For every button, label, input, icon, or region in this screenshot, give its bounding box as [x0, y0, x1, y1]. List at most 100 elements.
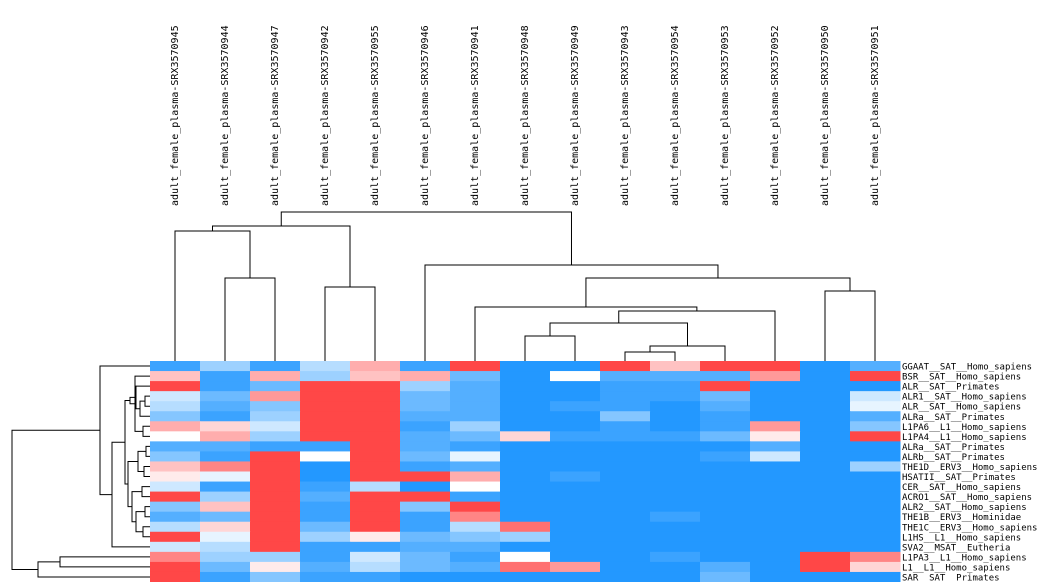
heatmap-cell [600, 561, 651, 573]
heatmap-cell [600, 441, 651, 452]
heatmap-cell [150, 511, 201, 523]
heatmap-cell [850, 491, 901, 503]
heatmap-cell [200, 391, 251, 402]
column-dendrogram-link [649, 345, 726, 361]
row-label: SAR__SAT__Primates [902, 573, 1000, 582]
heatmap-cell [500, 561, 551, 573]
row-label: THE1B__ERV3__Hominidae [902, 513, 1021, 523]
heatmap-cell [400, 481, 451, 493]
heatmap-cell [550, 501, 601, 513]
heatmap-cell [250, 401, 301, 412]
heatmap-cell [650, 531, 701, 543]
heatmap-cell [650, 441, 701, 452]
heatmap-cell [850, 451, 901, 462]
heatmap-cell [300, 391, 351, 402]
heatmap-cells [150, 361, 901, 582]
heatmap-cell [450, 531, 501, 543]
row-dendrogram-link [143, 465, 150, 478]
heatmap-cell [750, 491, 801, 503]
heatmap-cell [200, 561, 251, 573]
heatmap-cell [850, 441, 901, 452]
heatmap-cell [550, 491, 601, 503]
heatmap-cell [800, 561, 851, 573]
heatmap-cell [600, 471, 651, 483]
heatmap-cell [450, 441, 501, 452]
heatmap-cell [450, 471, 501, 483]
heatmap-cell [350, 411, 401, 422]
heatmap-cell [750, 551, 801, 563]
row-label: L1HS__L1__Homo_sapiens [902, 533, 1021, 543]
row-dendrogram-link [11, 429, 100, 570]
heatmap-cell [450, 431, 501, 442]
heatmap-cell [800, 381, 851, 392]
heatmap-cell [600, 541, 651, 553]
heatmap-cell [350, 521, 401, 533]
heatmap-cell [700, 471, 751, 483]
heatmap-cell [650, 491, 701, 503]
heatmap-cell [800, 401, 851, 412]
heatmap-cell [150, 451, 201, 462]
heatmap-cell [400, 401, 451, 412]
heatmap-cell [750, 421, 801, 432]
heatmap-cell [250, 411, 301, 422]
heatmap-cell [200, 501, 251, 513]
heatmap-cell [500, 381, 551, 392]
heatmap-cell [550, 471, 601, 483]
heatmap-cell [600, 511, 651, 523]
heatmap-cell [150, 521, 201, 533]
heatmap-cell [850, 511, 901, 523]
heatmap-cell [200, 571, 251, 582]
heatmap-cell [550, 461, 601, 472]
heatmap-cell [450, 511, 501, 523]
heatmap-cell [500, 411, 551, 422]
heatmap-cell [600, 521, 651, 533]
row-dendrogram-link [144, 395, 150, 407]
heatmap-cell [850, 471, 901, 483]
heatmap-cell [250, 571, 301, 582]
heatmap-cell [500, 541, 551, 553]
heatmap-cell [150, 491, 201, 503]
heatmap-cell [450, 391, 501, 402]
heatmap-cell [750, 571, 801, 582]
row-dendrogram-link [127, 460, 138, 508]
column-label: adult_female_plasma-SRX3570950 [820, 25, 831, 206]
heatmap-cell [700, 421, 751, 432]
heatmap-cell [700, 571, 751, 582]
heatmap-cell [700, 541, 751, 553]
heatmap-cell [350, 471, 401, 483]
row-dendrogram-link [145, 445, 150, 457]
heatmap-cell [250, 491, 301, 503]
heatmap-cell [650, 561, 701, 573]
heatmap-cell [350, 361, 401, 372]
heatmap-cell [250, 531, 301, 543]
heatmap-cell [600, 381, 651, 392]
heatmap-cell [750, 451, 801, 462]
row-dendrogram-link [141, 486, 150, 498]
row-dendrogram-link [142, 425, 150, 437]
heatmap-cell [300, 541, 351, 553]
heatmap-cell [450, 541, 501, 553]
heatmap-cell [200, 371, 251, 382]
heatmap-cell [650, 471, 701, 483]
heatmap-cell [350, 371, 401, 382]
heatmap-cell [850, 561, 901, 573]
row-dendrogram-link [142, 526, 150, 538]
heatmap-cell [300, 461, 351, 472]
heatmap-cell [550, 451, 601, 462]
heatmap-cell [800, 501, 851, 513]
column-label: adult_female_plasma-SRX3570943 [620, 25, 631, 206]
column-dendrogram-link [324, 286, 376, 361]
heatmap-cell [250, 431, 301, 442]
row-label: L1__L1__Homo_sapiens [902, 563, 1010, 573]
heatmap-cell [650, 501, 701, 513]
column-dendrogram-link [424, 264, 719, 361]
heatmap-cell [400, 531, 451, 543]
row-label: ACRO1__SAT__Homo_sapiens [902, 493, 1032, 503]
row-label: GGAAT__SAT__Homo_sapiens [902, 363, 1032, 373]
heatmap-cell [600, 431, 651, 442]
heatmap-cell [200, 441, 251, 452]
heatmap-cell [400, 461, 451, 472]
heatmap-cell [500, 391, 551, 402]
heatmap-cell [300, 571, 351, 582]
